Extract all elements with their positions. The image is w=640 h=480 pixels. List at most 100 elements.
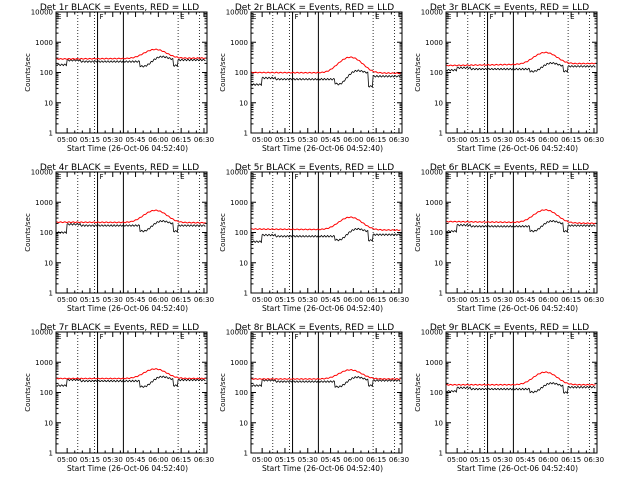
y-tick-label: 10 xyxy=(239,259,248,267)
y-tick-label: 1000 xyxy=(425,39,443,47)
x-tick-label: 06:15 xyxy=(561,136,581,144)
y-tick-label: 1000 xyxy=(425,359,443,367)
x-tick-label: 05:00 xyxy=(447,456,467,464)
y-tick-label: 10000 xyxy=(421,169,443,177)
flag-right: E xyxy=(375,333,379,341)
events-series-line xyxy=(446,220,596,233)
y-tick-label: 10000 xyxy=(226,9,248,17)
x-tick-label: 06:30 xyxy=(584,456,604,464)
y-axis-label: Counts/sec xyxy=(219,373,227,412)
panel-title: Det 2r BLACK = Events, RED = LLD xyxy=(235,3,394,13)
y-tick-label: 100 xyxy=(40,229,53,237)
panel-det-8: Det 8r BLACK = Events, RED = LLD 1 10 100 10… xyxy=(219,323,409,473)
x-tick-label: 06:00 xyxy=(148,296,168,304)
x-tick-label: 05:15 xyxy=(470,296,490,304)
flag-mid: F xyxy=(295,13,299,21)
x-tick-label: 05:15 xyxy=(80,456,100,464)
flag-left: E xyxy=(57,333,61,341)
events-series-line xyxy=(446,382,596,395)
y-axis-label: Counts/sec xyxy=(414,213,422,252)
panel-title: Det 9r BLACK = Events, RED = LLD xyxy=(430,323,589,333)
lld-series-line xyxy=(56,209,206,224)
y-tick-label: 1000 xyxy=(230,39,248,47)
y-tick-label: 1 xyxy=(49,290,53,298)
y-tick-label: 1 xyxy=(244,130,248,138)
y-tick-label: 1 xyxy=(439,130,443,138)
y-axis-label: Counts/sec xyxy=(414,53,422,92)
x-tick-label: 06:15 xyxy=(171,456,191,464)
x-tick-label: 05:30 xyxy=(298,136,318,144)
panel-title: Det 6r BLACK = Events, RED = LLD xyxy=(430,163,589,173)
x-axis-label: Start Time (26-Oct-06 04:52:40) xyxy=(457,304,578,313)
y-tick-label: 10 xyxy=(44,259,53,267)
panel-title: Det 1r BLACK = Events, RED = LLD xyxy=(40,3,199,13)
flag-mid: F xyxy=(295,333,299,341)
y-tick-label: 1 xyxy=(244,450,248,458)
x-tick-label: 05:15 xyxy=(80,136,100,144)
x-tick-label: 06:30 xyxy=(389,456,409,464)
x-tick-label: 05:30 xyxy=(298,296,318,304)
x-tick-label: 05:45 xyxy=(515,296,535,304)
panel-title: Det 4r BLACK = Events, RED = LLD xyxy=(40,163,199,173)
flag-left: E xyxy=(447,173,451,181)
x-tick-label: 05:45 xyxy=(515,456,535,464)
panel-det-2: Det 2r BLACK = Events, RED = LLD 1 10 100 10… xyxy=(219,3,409,153)
events-series-line xyxy=(56,55,206,68)
x-tick-label: 05:30 xyxy=(493,456,513,464)
x-tick-label: 06:15 xyxy=(171,136,191,144)
plot-frame xyxy=(250,331,403,454)
y-axis-label: Counts/sec xyxy=(24,53,32,92)
x-tick-label: 05:30 xyxy=(493,296,513,304)
y-tick-label: 10000 xyxy=(226,169,248,177)
x-tick-label: 06:00 xyxy=(343,456,363,464)
y-tick-label: 10 xyxy=(44,419,53,427)
y-tick-label: 1000 xyxy=(425,199,443,207)
x-tick-label: 06:30 xyxy=(584,136,604,144)
panel-det-7: Det 7r BLACK = Events, RED = LLD 1 10 100 10… xyxy=(24,323,214,473)
lld-series-line xyxy=(446,371,596,386)
x-axis-label: Start Time (26-Oct-06 04:52:40) xyxy=(262,464,383,473)
flag-mid: F xyxy=(490,333,494,341)
x-tick-label: 06:30 xyxy=(389,296,409,304)
plot-frame xyxy=(55,331,208,454)
x-tick-label: 06:30 xyxy=(584,296,604,304)
x-tick-label: 05:30 xyxy=(103,136,123,144)
y-tick-label: 100 xyxy=(40,69,53,77)
x-tick-label: 06:00 xyxy=(538,136,558,144)
x-axis-label: Start Time (26-Oct-06 04:52:40) xyxy=(262,144,383,153)
y-axis-label: Counts/sec xyxy=(219,213,227,252)
y-tick-label: 10 xyxy=(434,259,443,267)
plot-frame xyxy=(445,171,598,294)
x-tick-label: 06:15 xyxy=(561,456,581,464)
x-tick-label: 06:15 xyxy=(366,456,386,464)
panel-det-9: Det 9r BLACK = Events, RED = LLD 1 10 100 10… xyxy=(414,323,604,473)
y-tick-label: 10000 xyxy=(31,9,53,17)
lld-series-line xyxy=(56,368,206,380)
x-tick-label: 05:45 xyxy=(320,296,340,304)
plot-frame xyxy=(55,171,208,294)
plot-frame xyxy=(445,331,598,454)
y-tick-label: 100 xyxy=(430,229,443,237)
y-tick-label: 10000 xyxy=(421,9,443,17)
flag-right: E xyxy=(180,173,184,181)
lld-series-line xyxy=(251,56,401,75)
events-series-line xyxy=(56,375,206,389)
y-tick-label: 10000 xyxy=(226,329,248,337)
flag-left: E xyxy=(252,13,256,21)
x-tick-label: 06:15 xyxy=(366,296,386,304)
flag-mid: F xyxy=(100,173,104,181)
y-tick-label: 1000 xyxy=(35,39,53,47)
lld-series-line xyxy=(446,208,596,225)
flag-right: E xyxy=(570,173,574,181)
x-axis-label: Start Time (26-Oct-06 04:52:40) xyxy=(457,464,578,473)
x-tick-label: 06:00 xyxy=(343,136,363,144)
y-tick-label: 100 xyxy=(235,69,248,77)
x-axis-label: Start Time (26-Oct-06 04:52:40) xyxy=(262,304,383,313)
x-tick-label: 05:15 xyxy=(470,456,490,464)
panel-det-6: Det 6r BLACK = Events, RED = LLD 1 10 100 10… xyxy=(414,163,604,313)
x-tick-label: 05:00 xyxy=(447,136,467,144)
flag-left: E xyxy=(447,333,451,341)
panel-det-3: Det 3r BLACK = Events, RED = LLD 1 10 100 10… xyxy=(414,3,604,153)
x-axis-label: Start Time (26-Oct-06 04:52:40) xyxy=(457,144,578,153)
y-axis-label: Counts/sec xyxy=(24,213,32,252)
